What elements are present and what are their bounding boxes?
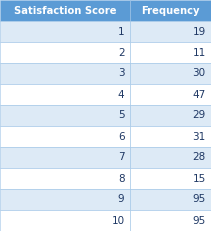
Bar: [130, 147, 211, 168]
Bar: [0, 21, 130, 42]
Text: 6: 6: [118, 131, 124, 142]
Bar: [130, 21, 211, 42]
Bar: [0, 189, 130, 210]
Text: 1: 1: [118, 27, 124, 36]
Bar: [0, 84, 130, 105]
Text: 95: 95: [192, 216, 206, 225]
Bar: [130, 105, 211, 126]
Text: 31: 31: [192, 131, 206, 142]
Text: 4: 4: [118, 89, 124, 100]
Bar: [0, 126, 130, 147]
Bar: [130, 126, 211, 147]
Text: 95: 95: [192, 195, 206, 204]
Text: 28: 28: [192, 152, 206, 162]
Bar: [130, 63, 211, 84]
Text: 47: 47: [192, 89, 206, 100]
Bar: [130, 168, 211, 189]
Bar: [130, 0, 211, 21]
Text: 8: 8: [118, 173, 124, 183]
Bar: [0, 210, 130, 231]
Text: Satisfaction Score: Satisfaction Score: [14, 6, 116, 15]
Bar: [130, 84, 211, 105]
Text: 9: 9: [118, 195, 124, 204]
Text: 15: 15: [192, 173, 206, 183]
Bar: [0, 63, 130, 84]
Text: 11: 11: [192, 48, 206, 58]
Bar: [130, 42, 211, 63]
Text: 30: 30: [193, 69, 206, 79]
Text: 29: 29: [192, 110, 206, 121]
Bar: [130, 189, 211, 210]
Text: 3: 3: [118, 69, 124, 79]
Bar: [0, 147, 130, 168]
Bar: [0, 42, 130, 63]
Bar: [0, 168, 130, 189]
Text: 5: 5: [118, 110, 124, 121]
Text: 19: 19: [192, 27, 206, 36]
Text: 7: 7: [118, 152, 124, 162]
Bar: [0, 105, 130, 126]
Text: 10: 10: [111, 216, 124, 225]
Bar: [0, 0, 130, 21]
Text: 2: 2: [118, 48, 124, 58]
Text: Frequency: Frequency: [141, 6, 200, 15]
Bar: [130, 210, 211, 231]
